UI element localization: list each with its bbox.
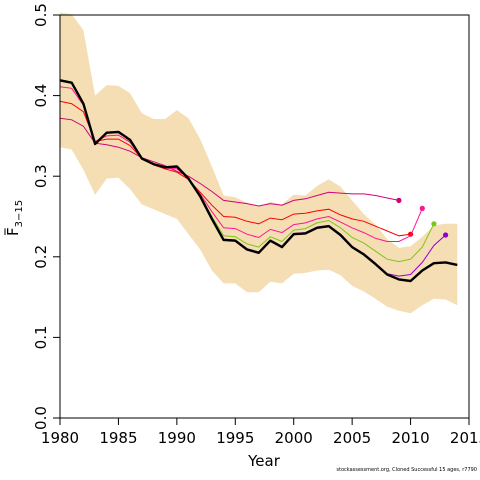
footer-credit: stockassessment.org, Cloned Successful 1… xyxy=(336,467,477,473)
plot-frame xyxy=(59,14,470,419)
y-tick-label-0.1: 0.1 xyxy=(32,325,50,349)
x-tick-label-2015: 2015 xyxy=(450,429,480,447)
x-axis-title: Year xyxy=(247,452,281,470)
y-tick-label-0.5: 0.5 xyxy=(32,3,50,27)
plot-area xyxy=(59,12,458,314)
x-tick-label-1985: 1985 xyxy=(99,429,137,447)
retro-series-endpoint-4 xyxy=(431,221,437,227)
retro-series-endpoint-3 xyxy=(419,205,425,211)
y-axis-title-main: F xyxy=(4,227,22,236)
retro-series-line-2 xyxy=(59,100,411,237)
y-axis-title-text: F3−15 xyxy=(4,200,25,236)
y-tick-label-0.2: 0.2 xyxy=(32,245,50,269)
current-series-line xyxy=(59,79,458,283)
x-tick-label-2010: 2010 xyxy=(391,429,429,447)
x-tick-label-2000: 2000 xyxy=(275,429,313,447)
retro-series-line-1 xyxy=(59,117,400,207)
x-tick-label-2005: 2005 xyxy=(333,429,371,447)
y-axis-title-subscript: 3−15 xyxy=(14,200,25,227)
x-tick-label-1995: 1995 xyxy=(216,429,254,447)
y-tick-label-0.3: 0.3 xyxy=(32,164,50,188)
y-tick-label-0.0: 0.0 xyxy=(32,406,50,430)
axes: 1980 1985 1990 1995 2000 2005 2010 2015 0.0 0.1 0.… xyxy=(32,3,480,447)
y-axis-title: F3−15 xyxy=(4,200,25,236)
x-tick-label-1980: 1980 xyxy=(41,429,79,447)
retro-series-endpoint-1 xyxy=(396,197,402,203)
x-tick-label-1990: 1990 xyxy=(158,429,196,447)
retro-series-line-3 xyxy=(59,86,423,242)
confidence-band xyxy=(60,12,458,314)
y-tick-label-0.4: 0.4 xyxy=(32,84,50,108)
retro-series-endpoint-5 xyxy=(443,232,449,238)
